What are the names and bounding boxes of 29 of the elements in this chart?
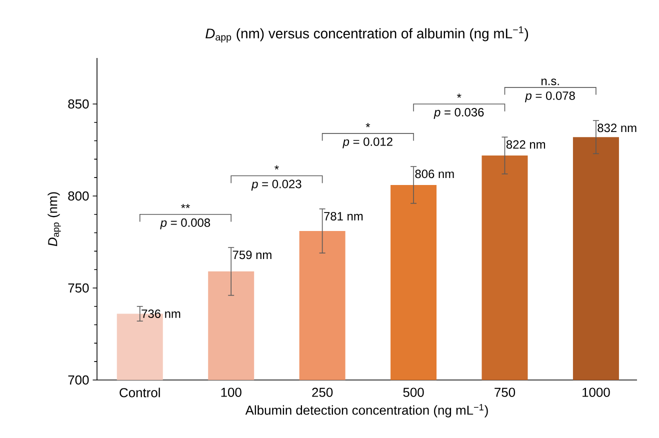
data-label: 781 nm	[324, 212, 363, 220]
x-tick-label: 500	[403, 388, 424, 397]
x-tick-label: Control	[120, 388, 160, 398]
data-label: 822 nm	[506, 140, 546, 149]
data-label: 736 nm	[142, 310, 180, 318]
chart-title: D$_{app}$ (nm) versus concentration of albumin (ng mL$^{−1}$)	[206, 26, 528, 42]
data-label: 759 nm	[232, 250, 272, 260]
annotation: *	[457, 94, 462, 98]
x-tick-label: 1000	[582, 388, 610, 397]
annotation: p = 0.008	[160, 218, 210, 230]
y-tick-label: 800	[68, 191, 89, 201]
annotation: p = 0.036	[434, 108, 484, 119]
annotation: **	[181, 204, 190, 208]
data-label: 806 nm	[415, 170, 454, 178]
y-tick-label: 750	[68, 283, 89, 293]
annotation: p = 0.078	[524, 91, 575, 102]
y-tick-label: 850	[68, 99, 89, 109]
annotation: *	[274, 165, 279, 170]
annotation: p = 0.012	[342, 137, 392, 148]
annotation: *	[366, 123, 370, 128]
y-axis-title: D$_{app}$ (nm)	[48, 192, 61, 246]
x-tick-label: 250	[312, 388, 333, 397]
x-tick-label: 100	[221, 388, 242, 397]
annotation: n.s.	[542, 78, 559, 86]
data-label: 832 nm	[598, 124, 636, 132]
annotation: p = 0.023	[251, 180, 302, 191]
x-tick-label: 750	[494, 388, 516, 397]
x-axis-title: Albumin detection concentration (ng mL$^{−1}$)	[245, 404, 488, 418]
y-tick-label: 700	[68, 375, 89, 385]
